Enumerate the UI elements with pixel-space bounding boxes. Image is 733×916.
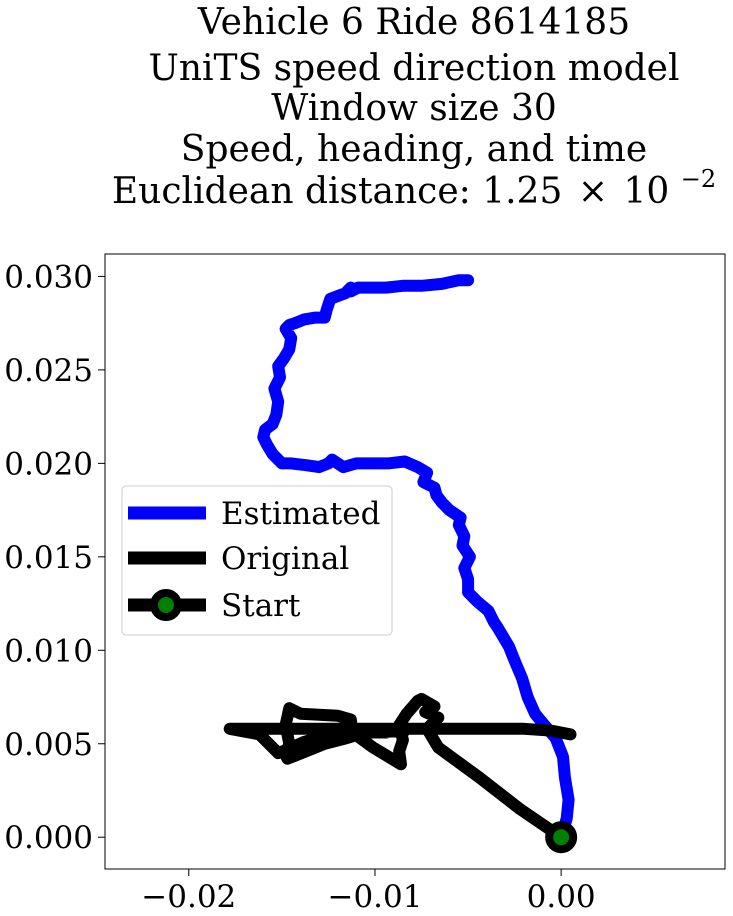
title-line-2: UniTS speed direction model [149, 48, 680, 89]
title-line-5-base: 10 [623, 171, 669, 212]
y-tick-label: 0.015 [4, 540, 93, 576]
title-line-4: Speed, heading, and time [181, 129, 647, 170]
series-line-estimated [257, 274, 575, 844]
title-line-5-prefix: Euclidean distance: 1.25 [112, 171, 562, 212]
y-tick-label: 0.000 [4, 820, 93, 856]
legend-swatch-start-marker [150, 589, 182, 621]
y-axis: 0.000 0.005 0.010 0.015 0.020 0.025 0.030 [4, 259, 105, 856]
title-line-1: Vehicle 6 Ride 8614185 [197, 2, 630, 43]
y-tick-label: 0.010 [4, 633, 93, 669]
title-line-5: Euclidean distance: 1.25 × 10 −2 [112, 165, 716, 212]
start-marker [545, 821, 578, 854]
legend-label-estimated: Estimated [221, 496, 380, 532]
y-tick-label: 0.020 [4, 446, 93, 482]
x-tick-label: −0.02 [141, 879, 236, 915]
legend-label-start: Start [221, 588, 301, 624]
title-line-3: Window size 30 [271, 88, 557, 129]
x-axis: −0.02 −0.01 0.00 [141, 869, 596, 915]
x-tick-label: −0.01 [327, 879, 422, 915]
y-tick-label: 0.030 [4, 259, 93, 295]
title-line-5-exponent: −2 [681, 165, 716, 193]
legend-frame [121, 485, 393, 636]
series-line-original [223, 692, 577, 844]
chart-title: Vehicle 6 Ride 8614185 UniTS speed direc… [112, 2, 716, 212]
x-tick-label: 0.00 [527, 879, 596, 915]
title-line-5-times: × [578, 171, 608, 212]
legend: Estimated Original Start [121, 485, 393, 636]
legend-label-original: Original [221, 541, 349, 577]
series-layer [223, 274, 578, 854]
y-tick-label: 0.005 [4, 727, 93, 763]
y-tick-label: 0.025 [4, 353, 93, 389]
